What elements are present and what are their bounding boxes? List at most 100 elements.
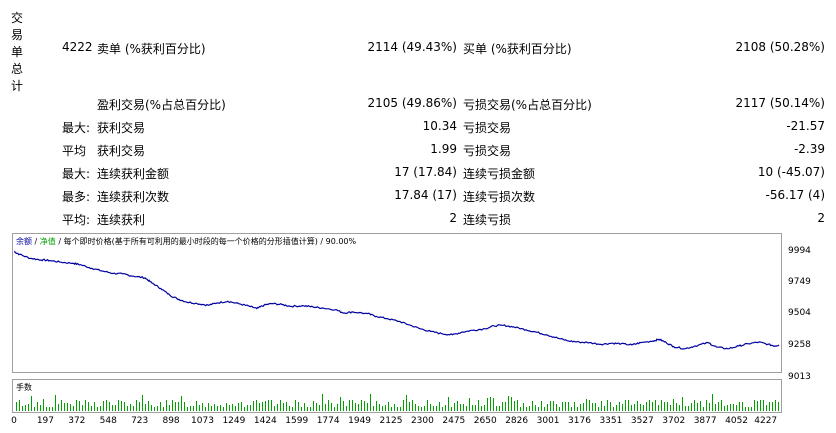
volume-bar <box>475 405 476 411</box>
volume-bar <box>304 403 305 411</box>
stats-row-left-value: 10.34 <box>422 119 457 133</box>
volume-label: 手数 <box>16 383 32 392</box>
volume-bar <box>517 400 518 411</box>
volume-bar <box>592 403 593 411</box>
volume-bar <box>754 400 755 411</box>
volume-bar <box>349 400 350 411</box>
stats-row-right-value: 10 (-45.07) <box>757 165 825 179</box>
volume-bar <box>472 405 473 411</box>
volume-bar <box>568 402 569 411</box>
stats-row-right-label: 连续亏损次数 <box>463 190 536 204</box>
x-tick-label: 1774 <box>316 416 340 426</box>
volume-bar <box>145 404 146 411</box>
volume-bar <box>400 407 401 411</box>
volume-bar <box>685 406 686 411</box>
volume-bar <box>238 403 239 411</box>
volume-bar <box>487 398 488 411</box>
volume-bar <box>394 404 395 411</box>
volume-bar <box>166 400 167 411</box>
volume-bar <box>535 405 536 411</box>
short-positions-value: 2114 (49.43%) <box>367 40 457 54</box>
stats-row-right-label: 连续亏损金额 <box>463 167 536 181</box>
volume-bar <box>235 406 236 411</box>
volume-bar <box>589 400 590 411</box>
volume-bar <box>295 400 296 411</box>
x-tick-label: 1949 <box>348 416 372 426</box>
volume-bar <box>103 401 104 411</box>
volume-bar <box>160 402 161 411</box>
volume-bar <box>724 406 725 411</box>
stats-row-left-value: 2 <box>449 211 457 225</box>
volume-bar <box>331 403 332 411</box>
volume-bar <box>283 403 284 411</box>
volume-bar <box>694 400 695 411</box>
stats-row-prefix: 最多: <box>62 190 91 204</box>
volume-bar <box>391 407 392 411</box>
volume-bar <box>403 400 404 411</box>
volume-bar <box>289 406 290 411</box>
volume-bar <box>514 401 515 411</box>
volume-bar <box>601 401 602 411</box>
volume-bar <box>388 402 389 411</box>
volume-bar <box>265 401 266 411</box>
volume-bar <box>658 405 659 411</box>
volume-bar <box>643 405 644 411</box>
volume-bar <box>673 399 674 411</box>
volume-bar <box>163 407 164 411</box>
volume-bar <box>73 406 74 411</box>
volume-bar <box>67 403 68 411</box>
volume-bar <box>100 406 101 411</box>
volume-bar <box>250 405 251 411</box>
volume-bar <box>262 402 263 411</box>
stats-row-right-value: 2 <box>817 211 825 225</box>
volume-bar <box>127 406 128 411</box>
volume-bar <box>313 401 314 411</box>
volume-bar <box>217 406 218 411</box>
volume-bar <box>559 407 560 411</box>
volume-bar <box>109 402 110 411</box>
volume-bar <box>571 407 572 411</box>
x-tick-label: 3877 <box>693 416 717 426</box>
volume-bar <box>277 404 278 411</box>
volume-bar <box>22 406 23 411</box>
x-tick-label: 2650 <box>473 416 497 426</box>
volume-bar <box>280 400 281 411</box>
volume-bar <box>97 407 98 411</box>
volume-bar <box>139 402 140 411</box>
volume-bar <box>679 405 680 411</box>
chart-legend: 余额 / 净值 / 每个即时价格(基于所有可利用的最小时段的每一个价格的分形插值… <box>16 237 357 246</box>
volume-bar <box>79 401 80 411</box>
volume-bar <box>175 402 176 411</box>
volume-bar <box>151 405 152 411</box>
volume-bar <box>253 401 254 411</box>
volume-bar <box>772 402 773 411</box>
stats-row-left-value: 1.99 <box>430 142 457 156</box>
volume-bar <box>199 405 200 411</box>
volume-bar <box>655 400 656 411</box>
volume-bar <box>205 407 206 411</box>
volume-bar <box>343 401 344 411</box>
volume-bar <box>649 400 650 411</box>
volume-bar <box>703 407 704 411</box>
volume-bar <box>466 406 467 411</box>
volume-bar <box>445 405 446 411</box>
volume-bar <box>322 394 323 411</box>
y-tick-label: 9749 <box>788 277 811 287</box>
volume-bar <box>244 407 245 411</box>
volume-bar <box>697 403 698 411</box>
volume-bar <box>355 403 356 411</box>
stats-row-right-label: 亏损交易 <box>463 121 512 135</box>
volume-bar <box>412 400 413 411</box>
volume-bar <box>496 406 497 411</box>
volume-bar <box>37 402 38 411</box>
volume-bar <box>226 403 227 411</box>
stats-row-right-value: -56.17 (4) <box>765 188 826 202</box>
volume-bar <box>370 394 371 411</box>
balance-chart: 余额 / 净值 / 每个即时价格(基于所有可利用的最小时段的每一个价格的分形插值… <box>12 233 782 373</box>
volume-bar <box>616 405 617 411</box>
volume-bar <box>550 401 551 411</box>
x-tick-label: 2300 <box>410 416 434 426</box>
volume-bar <box>538 407 539 411</box>
short-positions-label: 卖单 (%获利百分比) <box>97 42 206 56</box>
volume-bar <box>610 402 611 411</box>
